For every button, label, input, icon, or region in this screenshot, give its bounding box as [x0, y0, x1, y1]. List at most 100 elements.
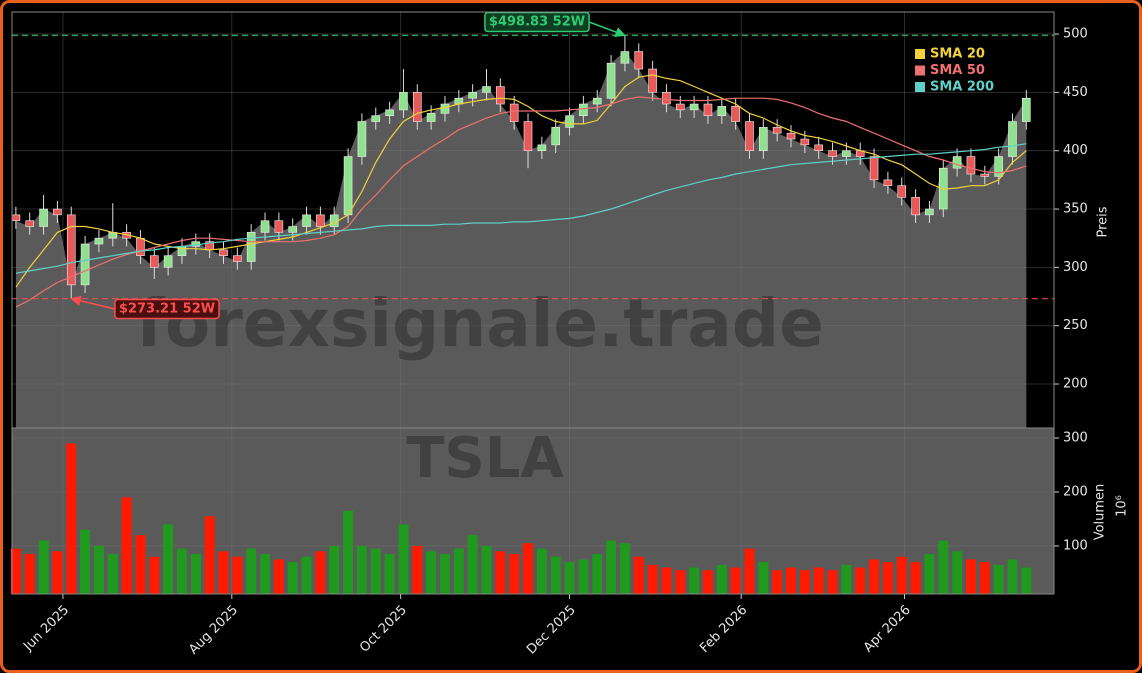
candle-body: [634, 51, 644, 70]
volume-bar: [924, 554, 935, 594]
volume-bar: [799, 570, 810, 594]
candle-body: [675, 103, 685, 111]
volume-bar: [965, 559, 976, 594]
volume-bar: [702, 570, 713, 594]
y-tick-label: 500: [1063, 27, 1088, 42]
volume-bar: [260, 554, 271, 594]
volume-bar: [772, 570, 783, 594]
volume-bar: [869, 559, 880, 594]
candle-body: [814, 144, 823, 152]
volume-bar: [1007, 559, 1018, 594]
candle-body: [911, 197, 920, 216]
candle-body: [53, 208, 62, 216]
annotation-arrow: [588, 21, 626, 38]
candle-body: [620, 51, 630, 64]
y-tick-label: 350: [1063, 202, 1088, 217]
candle-body: [565, 115, 574, 128]
candle-body: [703, 103, 713, 117]
volume-bar: [370, 548, 381, 594]
y-tick-label: 100: [1063, 538, 1088, 553]
legend-label: SMA 200: [930, 80, 994, 95]
volume-bar: [273, 559, 284, 594]
volume-bar: [523, 543, 534, 594]
volume-bar: [495, 551, 506, 594]
sma-line: [15, 143, 1027, 274]
candle-body: [731, 106, 740, 122]
candle-body: [288, 226, 298, 233]
candle-body: [869, 156, 879, 181]
annotation: $273.21 52W: [114, 298, 220, 320]
candle-body: [952, 156, 962, 169]
volume-bar: [1021, 567, 1032, 594]
candle-body: [496, 86, 505, 105]
volume-bar: [564, 562, 575, 594]
y-axis-label: Preis: [1096, 206, 1111, 237]
y-tick-label: 400: [1063, 143, 1088, 158]
candle-body: [316, 214, 325, 227]
volume-bar: [38, 540, 49, 594]
candle-body: [39, 208, 48, 227]
volume-bar: [107, 554, 118, 594]
volume-bar: [550, 556, 561, 594]
candle-body: [25, 220, 35, 227]
volume-bar: [481, 545, 492, 594]
candle-body: [925, 208, 934, 216]
volume-bar: [675, 570, 686, 594]
volume-bar: [426, 551, 437, 594]
candle-body: [1022, 97, 1031, 122]
candle-body: [274, 220, 284, 233]
y-tick-label: 200: [1063, 484, 1088, 499]
candle-body: [592, 97, 602, 105]
volume-bar: [661, 567, 672, 594]
volume-bar: [218, 551, 229, 594]
volume-bar: [301, 556, 312, 594]
candle-body: [66, 214, 76, 286]
candle-body: [385, 109, 394, 117]
candle-body: [537, 144, 547, 152]
candle-body: [966, 156, 976, 175]
candle-body: [468, 92, 477, 99]
volume-bar: [439, 554, 450, 594]
candle-body: [371, 115, 381, 122]
legend-swatch: [915, 49, 925, 59]
candle-body: [579, 103, 588, 117]
watermark: forexsignale.trade: [136, 285, 824, 362]
volume-offset-label: 10⁶: [1115, 495, 1130, 517]
candle-body: [828, 150, 837, 157]
volume-bar: [176, 548, 187, 594]
legend-swatch: [915, 82, 925, 92]
volume-bar: [66, 443, 77, 594]
candle-body: [745, 121, 754, 152]
candle-body: [219, 249, 228, 256]
volume-bar: [841, 564, 852, 594]
candle-body: [94, 237, 104, 245]
volume-bar: [149, 556, 160, 594]
volume-bar: [882, 562, 893, 594]
volume-bar: [938, 540, 949, 594]
y-tick-label: 200: [1063, 377, 1088, 392]
candle-body: [399, 92, 408, 111]
volume-bar: [758, 562, 769, 594]
volume-bar: [467, 535, 478, 594]
candle-body: [772, 127, 782, 134]
volume-bar: [10, 548, 21, 594]
legend-swatch: [915, 65, 925, 76]
volume-panel-border: [11, 427, 1055, 595]
volume-bar: [93, 545, 104, 594]
candle-body: [662, 92, 671, 105]
candle-body: [648, 68, 657, 93]
candle-body: [163, 255, 173, 268]
volume-bar: [190, 554, 201, 594]
candle-body: [11, 214, 21, 221]
volume-bar: [827, 570, 838, 594]
candle-body: [1008, 121, 1017, 157]
volume-bar: [232, 556, 243, 594]
candle-body: [523, 121, 533, 152]
candle-body: [482, 86, 491, 93]
volume-bar: [592, 554, 603, 594]
volume-bar: [744, 548, 755, 594]
volume-bar: [246, 548, 257, 594]
volume-bar: [896, 556, 907, 594]
volume-bar: [80, 529, 91, 594]
y-tick-label: 450: [1063, 85, 1088, 100]
